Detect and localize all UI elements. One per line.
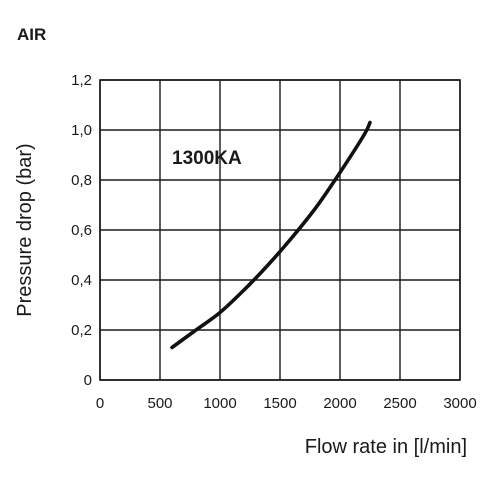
y-axis-label: Pressure drop (bar) — [14, 143, 36, 316]
y-tick-label: 0 — [84, 372, 92, 389]
series-line-1300ka — [170, 120, 372, 350]
y-tick-label: 0,2 — [71, 322, 92, 339]
x-tick-label: 2000 — [323, 395, 356, 412]
axis-ticks: 0 500 1000 1500 2000 2500 3000 0 0,2 0,4 0,6 0,8 1,0… — [71, 72, 477, 412]
x-tick-label: 0 — [96, 395, 104, 412]
plot-frame — [99, 79, 461, 381]
chart-title: AIR — [17, 25, 46, 44]
x-axis-label: Flow rate in [l/min] — [305, 436, 467, 458]
x-tick-label: 2500 — [383, 395, 416, 412]
y-tick-label: 1,0 — [71, 122, 92, 139]
x-tick-label: 1500 — [263, 395, 296, 412]
y-tick-label: 0,8 — [71, 172, 92, 189]
y-tick-label: 0,4 — [71, 272, 92, 289]
y-tick-label: 1,2 — [71, 72, 92, 89]
x-tick-label: 3000 — [443, 395, 476, 412]
grid-lines — [99, 79, 461, 381]
x-tick-label: 500 — [147, 395, 172, 412]
y-tick-label: 0,6 — [71, 222, 92, 239]
series-annotation-label: 1300KA — [172, 148, 242, 169]
x-tick-label: 1000 — [203, 395, 236, 412]
